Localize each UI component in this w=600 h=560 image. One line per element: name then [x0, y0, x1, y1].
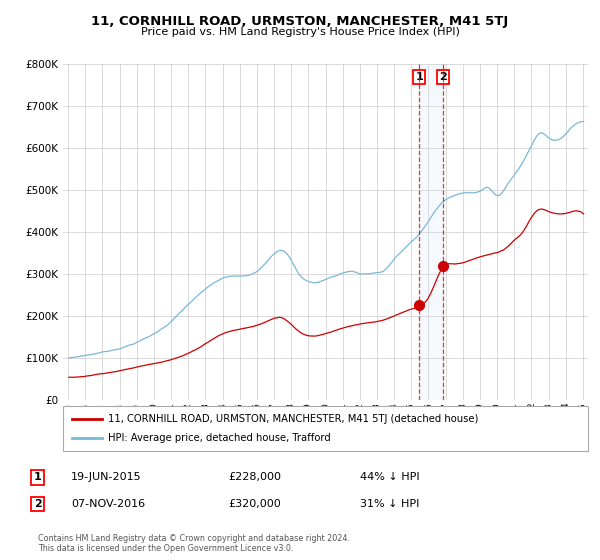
Bar	[419, 64, 443, 400]
Text: HPI: Average price, detached house, Trafford: HPI: Average price, detached house, Traf…	[107, 433, 331, 444]
Text: 07-NOV-2016: 07-NOV-2016	[71, 499, 145, 509]
Text: 11, CORNHILL ROAD, URMSTON, MANCHESTER, M41 5TJ: 11, CORNHILL ROAD, URMSTON, MANCHESTER, …	[91, 15, 509, 27]
FancyBboxPatch shape	[63, 406, 588, 451]
Text: Contains HM Land Registry data © Crown copyright and database right 2024.
This d: Contains HM Land Registry data © Crown c…	[38, 534, 350, 553]
Text: 2: 2	[439, 72, 447, 82]
Text: 1: 1	[415, 72, 423, 82]
Text: £228,000: £228,000	[228, 472, 281, 482]
Text: 1: 1	[34, 472, 41, 482]
Text: £320,000: £320,000	[228, 499, 281, 509]
Text: 31% ↓ HPI: 31% ↓ HPI	[360, 499, 419, 509]
Text: 44% ↓ HPI: 44% ↓ HPI	[360, 472, 419, 482]
Text: 19-JUN-2015: 19-JUN-2015	[71, 472, 142, 482]
Text: 11, CORNHILL ROAD, URMSTON, MANCHESTER, M41 5TJ (detached house): 11, CORNHILL ROAD, URMSTON, MANCHESTER, …	[107, 413, 478, 423]
Text: Price paid vs. HM Land Registry's House Price Index (HPI): Price paid vs. HM Land Registry's House …	[140, 27, 460, 37]
Text: 2: 2	[34, 499, 41, 509]
